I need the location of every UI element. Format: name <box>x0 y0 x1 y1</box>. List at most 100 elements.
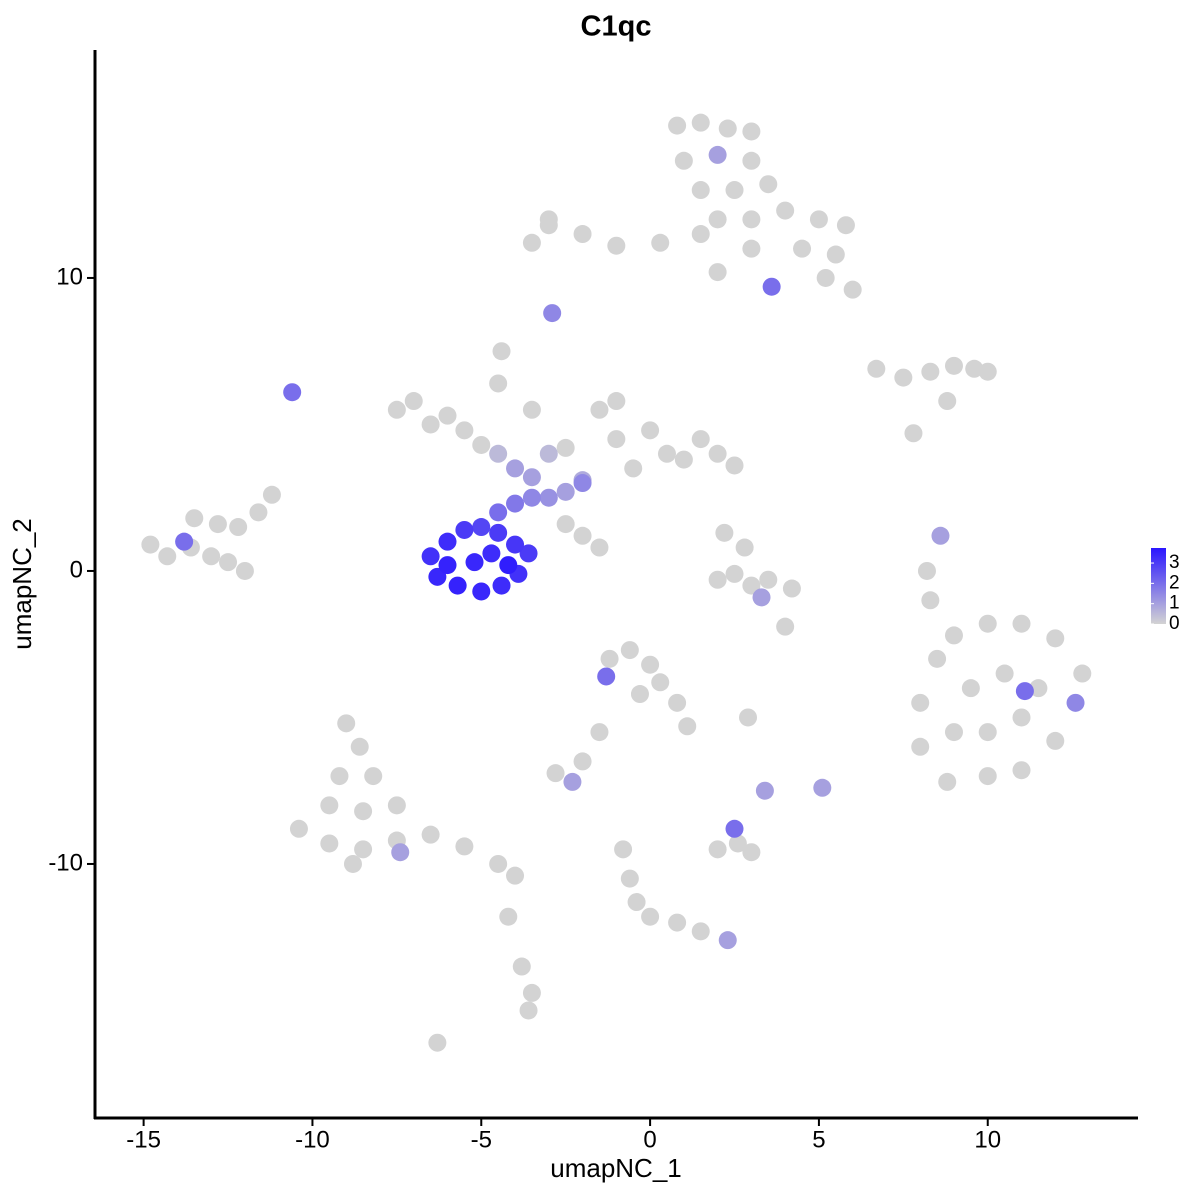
point <box>793 239 812 258</box>
point <box>657 444 676 463</box>
point <box>809 210 828 229</box>
point <box>492 576 511 595</box>
point <box>219 553 238 572</box>
y-tick-label: 0 <box>70 556 83 583</box>
point <box>489 444 508 463</box>
point <box>624 459 643 478</box>
point <box>725 819 744 838</box>
point <box>539 444 558 463</box>
x-tick-label: -5 <box>471 1126 492 1153</box>
point <box>708 570 727 589</box>
point <box>1029 679 1048 698</box>
point <box>607 392 626 411</box>
point <box>489 523 508 542</box>
colorbar-label: 1 <box>1169 593 1180 614</box>
point <box>185 509 204 528</box>
x-tick-label: 0 <box>643 1126 656 1153</box>
colorbar <box>1151 548 1166 624</box>
point <box>904 424 923 443</box>
point <box>506 494 525 513</box>
x-tick-label: -10 <box>295 1126 330 1153</box>
point <box>573 474 592 493</box>
point <box>455 421 474 440</box>
point <box>202 547 221 566</box>
point <box>489 854 508 873</box>
point <box>387 796 406 815</box>
point <box>961 679 980 698</box>
point <box>1012 761 1031 780</box>
point <box>573 526 592 545</box>
points <box>141 113 1092 1052</box>
point <box>641 655 660 674</box>
point <box>249 503 268 522</box>
point <box>522 400 541 419</box>
point <box>718 931 737 950</box>
point <box>262 485 281 504</box>
point <box>718 119 737 138</box>
point <box>614 840 633 859</box>
point <box>421 547 440 566</box>
point <box>556 515 575 534</box>
point <box>735 538 754 557</box>
point <box>742 843 761 862</box>
point <box>668 693 687 712</box>
point <box>742 210 761 229</box>
point <box>691 225 710 244</box>
point <box>482 544 501 563</box>
point <box>742 239 761 258</box>
point <box>678 717 697 736</box>
point <box>556 438 575 457</box>
point <box>597 667 616 686</box>
point <box>867 359 886 378</box>
point <box>965 359 984 378</box>
point <box>337 714 356 733</box>
point <box>708 840 727 859</box>
point <box>1012 708 1031 727</box>
point <box>320 834 339 853</box>
point <box>938 772 957 791</box>
point <box>725 456 744 475</box>
point <box>489 374 508 393</box>
point <box>742 576 761 595</box>
point <box>428 1033 447 1052</box>
point <box>944 356 963 375</box>
point <box>759 570 778 589</box>
point <box>573 225 592 244</box>
point <box>364 767 383 786</box>
point <box>651 233 670 252</box>
point <box>931 526 950 545</box>
point <box>350 737 369 756</box>
point <box>928 649 947 668</box>
point <box>235 561 254 580</box>
point <box>522 488 541 507</box>
point <box>546 764 565 783</box>
point <box>708 145 727 164</box>
colorbar-label: 3 <box>1169 552 1180 573</box>
point <box>489 503 508 522</box>
x-tick-label: 10 <box>974 1126 1001 1153</box>
point <box>725 564 744 583</box>
point <box>742 151 761 170</box>
point <box>506 535 525 554</box>
point <box>421 825 440 844</box>
point <box>465 553 484 572</box>
point <box>1046 731 1065 750</box>
point <box>539 210 558 229</box>
point <box>283 383 302 402</box>
point <box>708 210 727 229</box>
point <box>354 840 373 859</box>
point <box>543 304 562 323</box>
point <box>630 685 649 704</box>
point <box>607 236 626 255</box>
point <box>782 579 801 598</box>
point <box>691 113 710 132</box>
point <box>438 406 457 425</box>
point <box>421 415 440 434</box>
point <box>519 544 538 563</box>
colorbar-label: 0 <box>1169 613 1180 634</box>
point <box>522 983 541 1002</box>
point <box>995 664 1014 683</box>
point <box>668 116 687 135</box>
point <box>651 673 670 692</box>
